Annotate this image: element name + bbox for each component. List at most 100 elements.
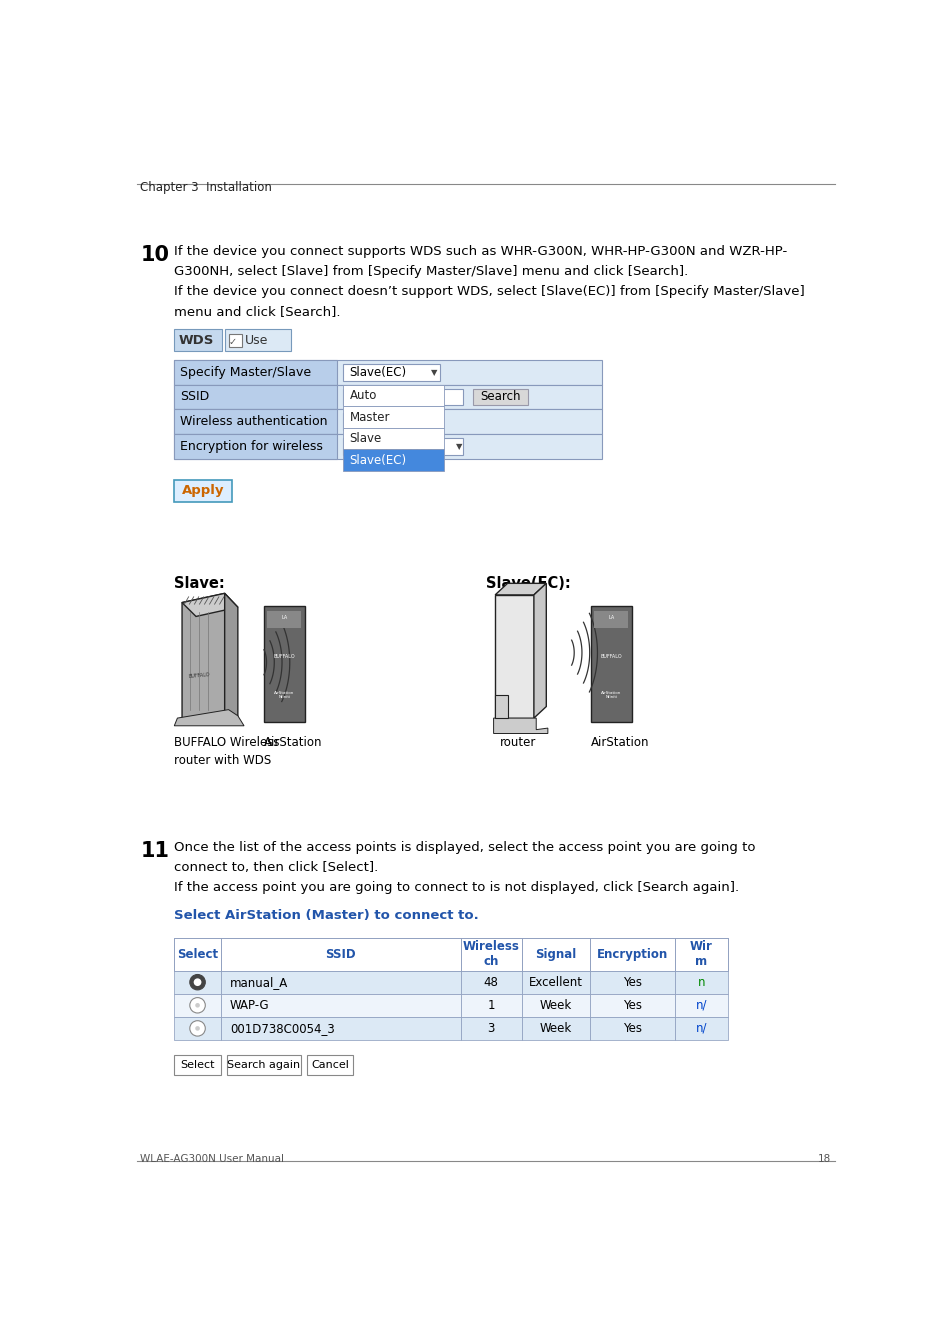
Text: Apply: Apply bbox=[182, 485, 225, 497]
FancyBboxPatch shape bbox=[521, 971, 590, 994]
FancyBboxPatch shape bbox=[228, 334, 242, 346]
FancyBboxPatch shape bbox=[675, 994, 728, 1016]
FancyBboxPatch shape bbox=[174, 1055, 221, 1075]
Text: Wireless
ch: Wireless ch bbox=[463, 940, 520, 968]
FancyBboxPatch shape bbox=[227, 1055, 301, 1075]
Text: LA: LA bbox=[609, 615, 614, 619]
FancyBboxPatch shape bbox=[221, 1016, 461, 1040]
Text: menu and click [Search].: menu and click [Search]. bbox=[174, 305, 340, 317]
Polygon shape bbox=[495, 583, 546, 595]
Text: 1: 1 bbox=[487, 999, 495, 1012]
Text: 3: 3 bbox=[487, 1022, 495, 1035]
FancyBboxPatch shape bbox=[473, 389, 528, 405]
Text: Use: Use bbox=[245, 333, 268, 346]
Text: ✓: ✓ bbox=[228, 337, 237, 346]
FancyBboxPatch shape bbox=[675, 938, 728, 971]
Text: connect to, then click [Select].: connect to, then click [Select]. bbox=[174, 862, 378, 874]
Text: AirStation
Nfiniti: AirStation Nfiniti bbox=[274, 691, 295, 699]
Text: LA: LA bbox=[282, 615, 287, 619]
Text: Yes: Yes bbox=[623, 976, 642, 988]
FancyBboxPatch shape bbox=[174, 409, 602, 434]
Text: Select AirStation (Master) to connect to.: Select AirStation (Master) to connect to… bbox=[174, 908, 479, 922]
Text: Chapter 3  Installation: Chapter 3 Installation bbox=[140, 181, 272, 194]
Text: If the device you connect supports WDS such as WHR-G300N, WHR-HP-G300N and WZR-H: If the device you connect supports WDS s… bbox=[174, 245, 788, 257]
Circle shape bbox=[193, 978, 201, 986]
FancyBboxPatch shape bbox=[343, 364, 440, 381]
Text: 10: 10 bbox=[140, 245, 169, 265]
Polygon shape bbox=[495, 695, 507, 718]
FancyBboxPatch shape bbox=[343, 449, 444, 472]
FancyBboxPatch shape bbox=[461, 971, 521, 994]
Text: n/: n/ bbox=[696, 1022, 707, 1035]
Polygon shape bbox=[182, 593, 225, 722]
Text: Slave:: Slave: bbox=[174, 575, 225, 590]
FancyBboxPatch shape bbox=[461, 938, 521, 971]
FancyBboxPatch shape bbox=[221, 971, 461, 994]
FancyBboxPatch shape bbox=[590, 1016, 675, 1040]
Text: BUFFALO: BUFFALO bbox=[601, 654, 622, 659]
FancyBboxPatch shape bbox=[174, 971, 221, 994]
FancyBboxPatch shape bbox=[174, 385, 337, 409]
Text: Wireless authentication: Wireless authentication bbox=[180, 416, 328, 428]
Text: AirStation
Nfiniti: AirStation Nfiniti bbox=[601, 691, 622, 699]
Text: BUFFALO Wireless: BUFFALO Wireless bbox=[174, 735, 280, 749]
Text: n/: n/ bbox=[696, 999, 707, 1012]
FancyBboxPatch shape bbox=[343, 406, 444, 428]
Text: Week: Week bbox=[539, 1022, 572, 1035]
FancyBboxPatch shape bbox=[174, 434, 602, 458]
Text: AirStation: AirStation bbox=[264, 735, 322, 749]
Text: Excellent: Excellent bbox=[529, 976, 583, 988]
Text: Cancel: Cancel bbox=[311, 1060, 349, 1071]
FancyBboxPatch shape bbox=[343, 389, 464, 405]
Polygon shape bbox=[534, 583, 546, 718]
FancyBboxPatch shape bbox=[174, 480, 232, 502]
Circle shape bbox=[190, 998, 206, 1014]
Text: Slave(EC): Slave(EC) bbox=[350, 454, 407, 466]
Text: router with WDS: router with WDS bbox=[174, 754, 271, 767]
Text: 18: 18 bbox=[818, 1154, 831, 1164]
Text: n: n bbox=[698, 976, 705, 988]
Circle shape bbox=[195, 1003, 200, 1007]
Polygon shape bbox=[494, 718, 548, 734]
Polygon shape bbox=[495, 595, 534, 718]
Text: BUFFALO: BUFFALO bbox=[274, 654, 295, 659]
FancyBboxPatch shape bbox=[221, 994, 461, 1016]
FancyBboxPatch shape bbox=[521, 938, 590, 971]
Text: Specify Master/Slave: Specify Master/Slave bbox=[180, 366, 312, 378]
FancyBboxPatch shape bbox=[461, 1016, 521, 1040]
Text: AirStation: AirStation bbox=[592, 735, 649, 749]
FancyBboxPatch shape bbox=[675, 971, 728, 994]
Text: 11: 11 bbox=[140, 842, 169, 862]
Text: Yes: Yes bbox=[623, 999, 642, 1012]
Polygon shape bbox=[182, 593, 238, 617]
Text: Slave: Slave bbox=[350, 432, 382, 445]
Text: ▼: ▼ bbox=[456, 442, 462, 450]
Text: Search again: Search again bbox=[228, 1060, 301, 1071]
FancyBboxPatch shape bbox=[675, 1016, 728, 1040]
Text: If the device you connect doesn’t support WDS, select [Slave(EC)] from [Specify : If the device you connect doesn’t suppor… bbox=[174, 285, 805, 297]
Text: router: router bbox=[500, 735, 537, 749]
Text: ▼: ▼ bbox=[430, 368, 437, 377]
FancyBboxPatch shape bbox=[174, 1016, 221, 1040]
FancyBboxPatch shape bbox=[590, 994, 675, 1016]
FancyBboxPatch shape bbox=[343, 428, 444, 449]
FancyBboxPatch shape bbox=[343, 438, 464, 454]
Text: SSID: SSID bbox=[180, 390, 210, 404]
FancyBboxPatch shape bbox=[343, 413, 440, 430]
Text: Wir
m: Wir m bbox=[690, 940, 713, 968]
FancyBboxPatch shape bbox=[174, 409, 337, 434]
FancyBboxPatch shape bbox=[264, 606, 304, 722]
Text: Yes: Yes bbox=[623, 1022, 642, 1035]
FancyBboxPatch shape bbox=[174, 329, 223, 350]
FancyBboxPatch shape bbox=[174, 360, 337, 385]
Circle shape bbox=[195, 1026, 200, 1031]
Text: If the access point you are going to connect to is not displayed, click [Search : If the access point you are going to con… bbox=[174, 882, 739, 894]
FancyBboxPatch shape bbox=[594, 611, 629, 627]
FancyBboxPatch shape bbox=[226, 329, 291, 350]
FancyBboxPatch shape bbox=[267, 611, 301, 627]
Circle shape bbox=[190, 1020, 206, 1036]
FancyBboxPatch shape bbox=[307, 1055, 354, 1075]
Circle shape bbox=[190, 975, 206, 990]
FancyBboxPatch shape bbox=[343, 385, 444, 406]
Text: G300NH, select [Slave] from [Specify Master/Slave] menu and click [Search].: G300NH, select [Slave] from [Specify Mas… bbox=[174, 265, 688, 277]
